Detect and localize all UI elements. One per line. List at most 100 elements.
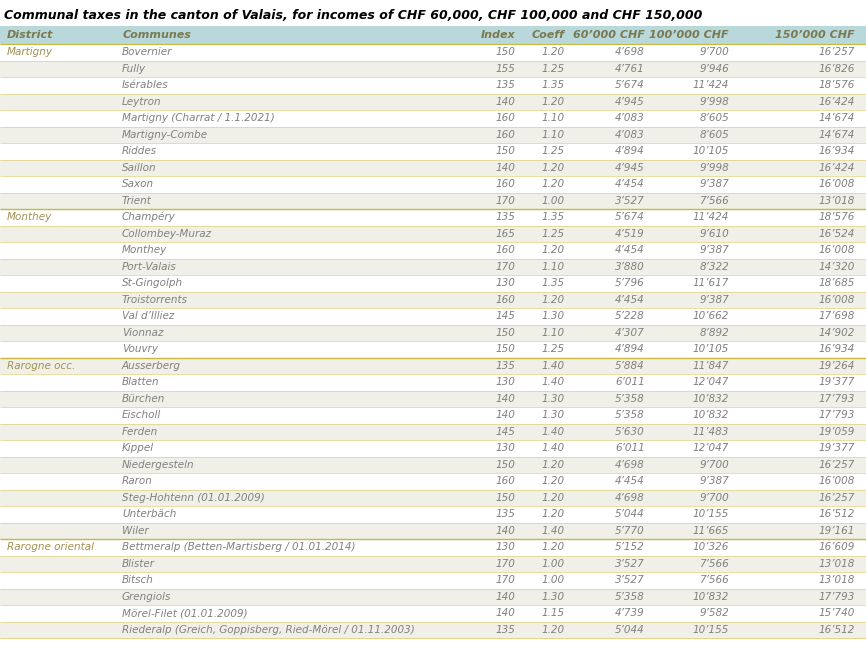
Text: 10’105: 10’105	[693, 344, 729, 354]
Text: 13’018: 13’018	[818, 196, 855, 206]
Text: 150: 150	[495, 328, 515, 338]
Text: 8’605: 8’605	[699, 113, 729, 123]
Text: 9’946: 9’946	[699, 64, 729, 74]
Text: 16’008: 16’008	[818, 180, 855, 189]
Text: 1.10: 1.10	[542, 113, 565, 123]
Text: 165: 165	[495, 228, 515, 239]
Text: 11’424: 11’424	[693, 80, 729, 90]
Text: 16’008: 16’008	[818, 295, 855, 305]
Text: 160: 160	[495, 245, 515, 255]
Text: Monthey: Monthey	[122, 245, 167, 255]
Text: 10’832: 10’832	[693, 394, 729, 404]
Text: 150: 150	[495, 48, 515, 57]
Text: 14’674: 14’674	[818, 130, 855, 140]
Text: Communal taxes in the canton of Valais, for incomes of CHF 60,000, CHF 100,000 a: Communal taxes in the canton of Valais, …	[4, 9, 702, 22]
Text: 9’387: 9’387	[699, 295, 729, 305]
Bar	[0, 209, 866, 226]
Text: 3’527: 3’527	[615, 576, 645, 586]
Text: 1.20: 1.20	[542, 476, 565, 486]
Bar	[0, 176, 866, 192]
Text: 155: 155	[495, 64, 515, 74]
Text: 1.35: 1.35	[542, 212, 565, 222]
Text: 16’826: 16’826	[818, 64, 855, 74]
Text: 5’152: 5’152	[615, 542, 645, 552]
Text: 135: 135	[495, 212, 515, 222]
Text: 10’662: 10’662	[693, 312, 729, 321]
Bar	[0, 192, 866, 209]
Text: 5’674: 5’674	[615, 80, 645, 90]
Text: 130: 130	[495, 542, 515, 552]
Text: 4’698: 4’698	[615, 492, 645, 502]
Text: Monthey: Monthey	[7, 212, 52, 222]
Text: 16’008: 16’008	[818, 245, 855, 255]
Text: 150: 150	[495, 146, 515, 156]
Text: Wiler: Wiler	[122, 526, 149, 536]
Text: 100’000 CHF: 100’000 CHF	[650, 30, 729, 40]
Text: 4’945: 4’945	[615, 163, 645, 173]
Bar	[0, 490, 866, 506]
Text: 130: 130	[495, 444, 515, 453]
Text: 1.30: 1.30	[542, 312, 565, 321]
Text: 4’454: 4’454	[615, 245, 645, 255]
Bar	[0, 555, 866, 572]
Text: 5’884: 5’884	[615, 360, 645, 371]
Text: 4’894: 4’894	[615, 344, 645, 354]
Text: Leytron: Leytron	[122, 96, 162, 107]
Text: 17’793: 17’793	[818, 394, 855, 404]
Text: 16’257: 16’257	[818, 48, 855, 57]
Bar	[0, 407, 866, 423]
Text: 5’044: 5’044	[615, 509, 645, 519]
Text: 1.20: 1.20	[542, 48, 565, 57]
Text: 9’610: 9’610	[699, 228, 729, 239]
Text: Niedergesteln: Niedergesteln	[122, 460, 195, 470]
Text: 170: 170	[495, 262, 515, 272]
Text: 1.20: 1.20	[542, 460, 565, 470]
Text: Raron: Raron	[122, 476, 153, 486]
Text: 1.40: 1.40	[542, 427, 565, 437]
Bar	[0, 159, 866, 176]
Text: 16’609: 16’609	[818, 542, 855, 552]
Text: 1.20: 1.20	[542, 245, 565, 255]
Text: 17’793: 17’793	[818, 592, 855, 602]
Text: 140: 140	[495, 592, 515, 602]
Text: 160: 160	[495, 476, 515, 486]
Text: 12’047: 12’047	[693, 444, 729, 453]
Bar	[0, 456, 866, 473]
Text: Champéry: Champéry	[122, 212, 176, 222]
Text: Unterbäch: Unterbäch	[122, 509, 177, 519]
Text: 16’424: 16’424	[818, 96, 855, 107]
Text: 4’698: 4’698	[615, 48, 645, 57]
Text: 7’566: 7’566	[699, 559, 729, 569]
Text: Trient: Trient	[122, 196, 152, 206]
Text: Mörel-Filet (01.01.2009): Mörel-Filet (01.01.2009)	[122, 608, 248, 618]
Text: 60’000 CHF: 60’000 CHF	[573, 30, 645, 40]
Text: 11’424: 11’424	[693, 212, 729, 222]
Bar	[0, 60, 866, 77]
Text: 160: 160	[495, 113, 515, 123]
Text: 1.25: 1.25	[542, 228, 565, 239]
Text: 16’934: 16’934	[818, 146, 855, 156]
Text: 140: 140	[495, 96, 515, 107]
Text: Blister: Blister	[122, 559, 155, 569]
Text: 18’576: 18’576	[818, 212, 855, 222]
Text: Kippel: Kippel	[122, 444, 154, 453]
Text: 11’617: 11’617	[693, 278, 729, 288]
Text: Isérables: Isérables	[122, 80, 169, 90]
Bar	[0, 523, 866, 539]
Text: 1.20: 1.20	[542, 542, 565, 552]
Text: 160: 160	[495, 180, 515, 189]
Text: Bettmeralp (Betten-Martisberg / 01.01.2014): Bettmeralp (Betten-Martisberg / 01.01.20…	[122, 542, 356, 552]
Text: 9’387: 9’387	[699, 245, 729, 255]
Text: 5’358: 5’358	[615, 410, 645, 420]
Text: 17’793: 17’793	[818, 410, 855, 420]
Text: 4’698: 4’698	[615, 460, 645, 470]
Text: 16’257: 16’257	[818, 492, 855, 502]
Bar	[0, 226, 866, 242]
Text: District: District	[7, 30, 54, 40]
Text: 9’582: 9’582	[699, 608, 729, 618]
Text: 16’512: 16’512	[818, 624, 855, 634]
Text: 17’698: 17’698	[818, 312, 855, 321]
Bar	[0, 110, 866, 127]
Text: 5’228: 5’228	[615, 312, 645, 321]
Text: 135: 135	[495, 624, 515, 634]
